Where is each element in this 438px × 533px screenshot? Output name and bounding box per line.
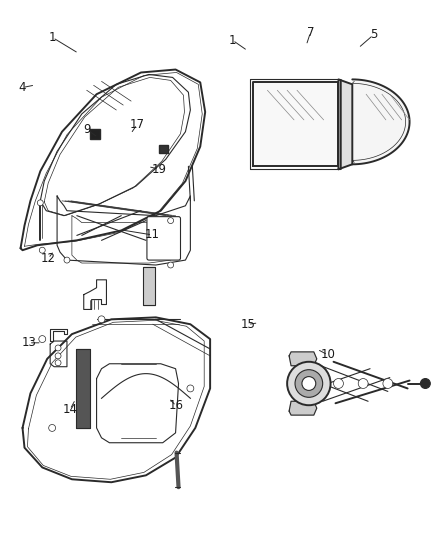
Text: 7: 7 (306, 26, 314, 39)
Bar (159, 144, 167, 154)
Circle shape (37, 200, 43, 206)
Text: 4: 4 (18, 81, 26, 94)
Circle shape (382, 378, 392, 389)
Circle shape (64, 257, 70, 263)
Polygon shape (289, 401, 316, 415)
FancyBboxPatch shape (147, 216, 180, 260)
Text: 19: 19 (151, 163, 166, 176)
Circle shape (39, 247, 45, 253)
Text: 14: 14 (62, 403, 77, 416)
Text: 9: 9 (83, 123, 91, 136)
Text: 15: 15 (240, 318, 254, 331)
Bar (76, 349, 89, 428)
Text: 12: 12 (41, 252, 56, 265)
Circle shape (333, 378, 343, 389)
Polygon shape (352, 79, 409, 164)
Polygon shape (289, 352, 316, 366)
Circle shape (294, 370, 322, 397)
Polygon shape (338, 79, 352, 169)
Circle shape (55, 345, 61, 351)
Circle shape (49, 424, 56, 431)
Polygon shape (252, 83, 338, 166)
Bar (89, 129, 99, 139)
Circle shape (301, 377, 315, 390)
Circle shape (167, 262, 173, 268)
Text: 5: 5 (369, 28, 376, 42)
Text: 1: 1 (228, 34, 236, 47)
Text: 13: 13 (21, 336, 36, 349)
Circle shape (357, 378, 367, 389)
Circle shape (167, 217, 173, 223)
Circle shape (98, 316, 105, 323)
Circle shape (187, 385, 194, 392)
Text: 17: 17 (129, 118, 144, 131)
Text: 10: 10 (320, 349, 335, 361)
Circle shape (55, 360, 61, 366)
Text: 16: 16 (168, 399, 183, 413)
Circle shape (55, 353, 61, 359)
Bar (143, 267, 155, 304)
Text: 11: 11 (145, 229, 159, 241)
Text: 1: 1 (49, 31, 56, 44)
Circle shape (39, 336, 46, 343)
Circle shape (286, 362, 330, 405)
Circle shape (420, 378, 429, 389)
